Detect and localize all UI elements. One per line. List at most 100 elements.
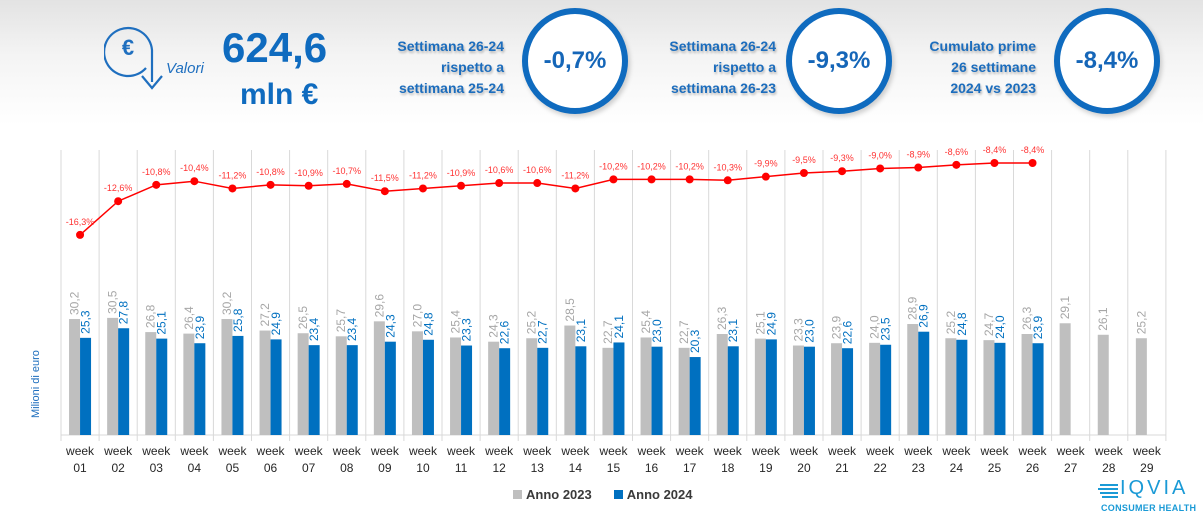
bar-2024	[651, 346, 663, 435]
x-tick-label-word: week	[370, 444, 400, 458]
bar-2024	[499, 348, 511, 435]
bar-2023	[945, 338, 957, 435]
data-label-2024: 25,1	[155, 311, 169, 335]
legend-item-2024: Anno 2024	[613, 487, 693, 502]
x-tick-label-number: 26	[1026, 461, 1040, 475]
kpi-yoy-value: -9,3%	[807, 47, 871, 74]
x-tick-label-number: 04	[188, 461, 202, 475]
x-tick-label-word: week	[179, 444, 209, 458]
svg-text:€: €	[122, 35, 134, 60]
bar-2023	[373, 321, 385, 435]
bar-2024	[613, 342, 625, 435]
bar-2024	[880, 344, 892, 435]
data-label-2024: 23,5	[879, 317, 893, 341]
pct-point	[685, 175, 694, 184]
kpi-label-line: settimana 26-23	[670, 80, 776, 96]
data-label-2024: 23,0	[802, 319, 816, 343]
x-tick-label-word: week	[294, 444, 324, 458]
data-label-2023: 24,7	[982, 312, 996, 336]
x-tick-label-word: week	[979, 444, 1009, 458]
data-label-2024: 23,1	[726, 319, 740, 343]
data-label-2023: 29,6	[372, 294, 386, 318]
bar-2023	[335, 336, 347, 435]
data-label-2024: 20,3	[688, 329, 702, 353]
x-tick-label-word: week	[675, 444, 705, 458]
pct-point	[418, 184, 427, 193]
bar-2024	[270, 339, 282, 435]
bar-2023	[450, 337, 462, 435]
data-label-2024: 25,3	[79, 310, 93, 334]
bar-2024	[308, 345, 320, 435]
x-tick-label-number: 07	[302, 461, 316, 475]
pct-label: -10,8%	[142, 167, 171, 177]
x-tick-label-number: 09	[378, 461, 392, 475]
x-tick-label-word: week	[1094, 444, 1124, 458]
data-label-2023: 28,9	[906, 296, 920, 320]
x-tick-label-number: 21	[835, 461, 849, 475]
bar-2023	[183, 333, 195, 435]
data-label-2023: 25,2	[525, 311, 539, 335]
pct-label: -10,4%	[180, 163, 209, 173]
data-label-2023: 23,3	[791, 318, 805, 342]
data-label-2023: 26,1	[1096, 307, 1110, 331]
kpi-cumulative-value: -8,4%	[1075, 47, 1139, 74]
pct-label: -16,3%	[66, 217, 95, 227]
bar-2023	[792, 345, 804, 435]
bar-2023	[1097, 334, 1109, 435]
bar-2024	[156, 338, 168, 435]
bar-2024	[727, 346, 739, 435]
kpi-yoy-label: Settimana 26-24 rispetto a settimana 26-…	[640, 36, 776, 99]
bar-2023	[107, 317, 119, 435]
pct-label: -10,9%	[294, 168, 323, 178]
bar-2023	[754, 338, 766, 435]
data-label-2024: 24,0	[993, 315, 1007, 339]
weekly-sales-chart: 30,225,3week0130,527,8week0226,825,1week…	[60, 145, 1167, 475]
pct-label: -9,9%	[754, 159, 778, 169]
data-label-2023: 26,3	[715, 306, 729, 330]
bar-2023	[869, 342, 881, 435]
x-tick-label-number: 14	[569, 461, 583, 475]
pct-label: -11,2%	[561, 170, 589, 180]
pct-point	[228, 184, 237, 193]
bar-2023	[69, 319, 81, 435]
bar-2023	[564, 325, 576, 435]
data-label-2023: 29,1	[1058, 296, 1072, 320]
bar-2024	[384, 341, 396, 435]
pct-point	[342, 179, 351, 188]
pct-label: -8,4%	[983, 145, 1007, 155]
data-label-2024: 24,3	[383, 314, 397, 338]
data-label-2023: 25,2	[1134, 311, 1148, 335]
legend-swatch-2023	[513, 490, 522, 499]
data-label-2024: 27,8	[117, 301, 131, 325]
pct-label: -10,6%	[523, 165, 552, 175]
kpi-label-line: Settimana 26-24	[397, 38, 504, 54]
data-label-2024: 22,7	[536, 320, 550, 344]
data-label-2023: 26,4	[182, 306, 196, 330]
bar-2024	[118, 328, 130, 435]
bar-2023	[716, 334, 728, 435]
kpi-label-line: 26 settimane	[951, 59, 1036, 75]
x-tick-label-number: 01	[73, 461, 87, 475]
kpi-label-line: settimana 25-24	[398, 80, 504, 96]
bar-2024	[346, 345, 358, 435]
kpi-weekly-label: Settimana 26-24 rispetto a settimana 25-…	[368, 36, 504, 99]
x-tick-label-word: week	[1056, 444, 1086, 458]
bar-2023	[259, 330, 271, 435]
data-label-2024: 23,1	[574, 319, 588, 343]
data-label-2023: 27,2	[258, 303, 272, 327]
bar-2023	[907, 324, 919, 435]
bar-2024	[956, 339, 968, 435]
pct-point	[990, 159, 999, 167]
data-label-2024: 25,8	[231, 308, 245, 332]
kpi-weekly-value: -0,7%	[543, 47, 607, 74]
x-tick-label-number: 16	[645, 461, 659, 475]
kpi-weekly-circle: -0,7%	[522, 8, 628, 114]
x-tick-label-word: week	[827, 444, 857, 458]
total-value: 624,6	[222, 24, 328, 71]
pct-point	[495, 179, 504, 188]
x-tick-label-word: week	[256, 444, 286, 458]
pct-label: -9,5%	[792, 155, 816, 165]
pct-label: -11,5%	[371, 173, 399, 183]
data-label-2023: 26,5	[296, 306, 310, 330]
pct-point	[609, 175, 618, 184]
